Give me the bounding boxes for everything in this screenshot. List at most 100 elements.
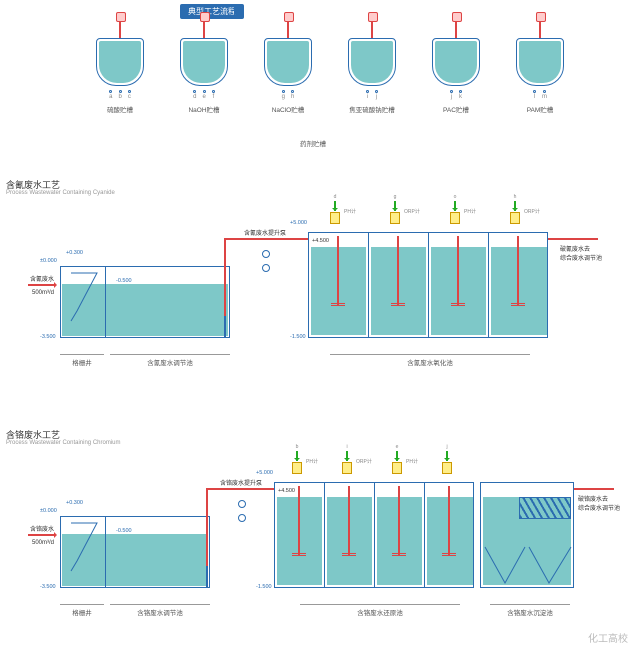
riser [224, 316, 226, 338]
mixer-icon [298, 486, 300, 556]
pipe [208, 488, 274, 490]
reduction-tanks [274, 482, 474, 588]
agitator-icon [119, 20, 121, 38]
dosing-instrument: d [330, 194, 340, 224]
grit-eq-basin [60, 266, 230, 338]
mixer-icon [398, 486, 400, 556]
pipe [226, 238, 308, 240]
rx-label: 含氰废水氧化池 [330, 354, 530, 367]
agitator-icon [539, 20, 541, 38]
dose-id: j [446, 444, 447, 450]
flow-label: 500m³/d [32, 540, 54, 546]
tank-body [180, 38, 228, 86]
tank-ports: lm [533, 90, 547, 100]
storage-tanks-row: abc 硫酸贮槽 def NaOH贮槽 gh NaClO贮槽 ij 焦亚硫酸钠贮… [90, 20, 570, 114]
agitator-icon [203, 20, 205, 38]
instrument-label: ORP计 [404, 208, 420, 215]
oxidation-tanks [308, 232, 548, 338]
lift-pump-icon [238, 500, 246, 508]
elev: -0.500 [116, 278, 132, 284]
dose-id: e [396, 444, 399, 450]
tank-label: 硫酸贮槽 [107, 104, 133, 114]
storage-tank: def NaOH贮槽 [174, 20, 234, 114]
storage-tank: jk PAC贮槽 [426, 20, 486, 114]
agitator-icon [287, 20, 289, 38]
riser [206, 566, 208, 588]
storage-tank: ij 焦亚硫酸钠贮槽 [342, 20, 402, 114]
elev: +5.000 [256, 470, 273, 476]
hopper-icon [481, 483, 575, 589]
elev: ±0.000 [40, 258, 57, 264]
storage-tank: lm PAM贮槽 [510, 20, 570, 114]
dosing-instrument: o [450, 194, 460, 224]
dose-id: d [334, 194, 337, 200]
tank-body [516, 38, 564, 86]
outlet-pipe [574, 488, 614, 490]
dose-id: g [394, 194, 397, 200]
mixer-icon [397, 236, 399, 306]
dose-arrow-icon [296, 451, 298, 461]
chromium-section: 含铬废水工艺 Process Wastewater Containing Chr… [0, 428, 640, 638]
dose-arrow-icon [396, 451, 398, 461]
elev: +4.500 [278, 488, 295, 494]
instrument-label: ORP计 [356, 458, 372, 465]
cyanide-section: 含氰废水工艺 Process Wastewater Containing Cya… [0, 178, 640, 378]
instrument-label: PH计 [406, 458, 418, 465]
tank-body [264, 38, 312, 86]
elev: +0.300 [66, 250, 83, 256]
inlet-label: 含铬废水 [30, 524, 54, 533]
dose-arrow-icon [394, 201, 396, 211]
instrument-label: PH计 [306, 458, 318, 465]
section-subtitle: Process Wastewater Containing Cyanide [6, 190, 115, 196]
tank-ports: ij [366, 90, 378, 100]
outlet-label: 破铬废水去 综合废水调节池 [578, 494, 620, 512]
outlet-label: 破氰废水去 综合废水调节池 [560, 244, 602, 262]
inlet-label: 含氰废水 [30, 274, 54, 283]
dosing-instrument: e [392, 444, 402, 474]
dose-id: b [296, 444, 299, 450]
basin-label: 含铬废水调节池 [110, 604, 210, 617]
elev: ±0.000 [40, 508, 57, 514]
elev: -3.500 [40, 584, 56, 590]
elev: -0.500 [116, 528, 132, 534]
instrument-label: ORP计 [524, 208, 540, 215]
elev: -1.500 [256, 584, 272, 590]
pump-label: 含铬废水提升泵 [220, 478, 262, 487]
tank-body [432, 38, 480, 86]
rx-label: 含铬废水还原池 [300, 604, 460, 617]
elev: +5.000 [290, 220, 307, 226]
mixer-icon [348, 486, 350, 556]
mixer-icon [457, 236, 459, 306]
dose-arrow-icon [454, 201, 456, 211]
outlet-pipe [548, 238, 598, 240]
mixer-icon [448, 486, 450, 556]
tank-ports: abc [109, 90, 131, 100]
flow-label: 500m³/d [32, 290, 54, 296]
tank-label: NaOH贮槽 [188, 104, 219, 114]
dose-id: i [346, 444, 347, 450]
tank-label: NaClO贮槽 [272, 104, 305, 114]
tank-body [348, 38, 396, 86]
basin-label: 格栅井 [60, 354, 104, 367]
tank-ports: def [193, 90, 215, 100]
elev: +4.500 [312, 238, 329, 244]
elev: -1.500 [290, 334, 306, 340]
instrument-label: PH计 [464, 208, 476, 215]
section-subtitle: Process Wastewater Containing Chromium [6, 440, 121, 446]
tanks-group-label: 药剂贮槽 [300, 138, 326, 148]
agitator-icon [455, 20, 457, 38]
dose-id: o [454, 194, 457, 200]
lift-pump-icon [262, 250, 270, 258]
storage-tank: abc 硫酸贮槽 [90, 20, 150, 114]
agitator-icon [371, 20, 373, 38]
inlet-arrow [28, 534, 56, 536]
tank-label: PAC贮槽 [443, 104, 469, 114]
tank-ports: jk [450, 90, 462, 100]
tank-ports: gh [282, 90, 295, 100]
tank-label: PAM贮槽 [527, 104, 554, 114]
instrument-label: PH计 [344, 208, 356, 215]
sedimentation-tank [480, 482, 574, 588]
inlet-arrow [28, 284, 56, 286]
grit-eq-basin [60, 516, 210, 588]
mixer-icon [337, 236, 339, 306]
